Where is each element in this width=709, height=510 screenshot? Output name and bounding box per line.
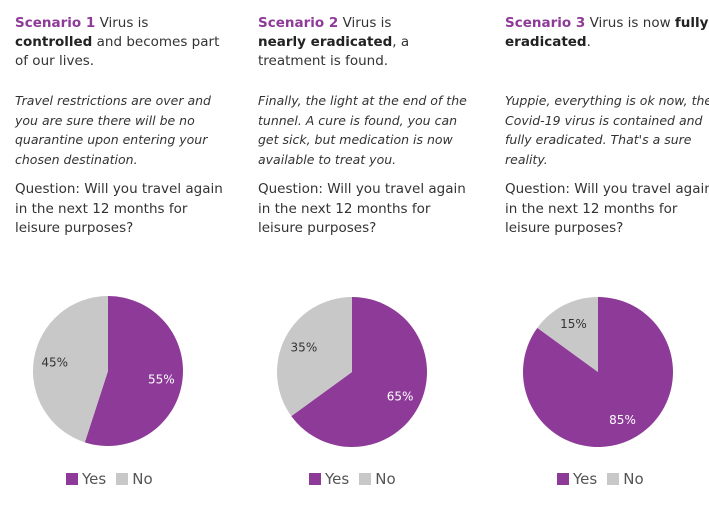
pie-slice-yes	[84, 296, 183, 446]
legend-item-yes: Yes	[66, 470, 106, 488]
scenario-2-heading-pre: Virus is	[342, 15, 392, 31]
legend-swatch-no	[359, 473, 372, 485]
legend-swatch-yes	[557, 473, 569, 485]
legend-swatch-no	[116, 473, 129, 485]
scenario-2-heading-bold: nearly eradicated	[258, 34, 393, 50]
scenario-2-column: Scenario 2 Virus is nearly eradicated, a…	[258, 14, 473, 236]
scenario-3-heading-post: .	[586, 34, 591, 50]
scenario-1-description: Travel restrictions are over and you are…	[15, 93, 211, 167]
pie-data-label-no: 15%	[560, 317, 587, 331]
scenario-2-heading-post: , a treatment is found.	[258, 34, 410, 69]
scenario-1-heading-post: and becomes part of our lives.	[15, 34, 220, 69]
legend-label-yes: Yes	[573, 470, 598, 488]
scenario-3-heading: Scenario 3 Virus is now fully eradicated…	[505, 14, 709, 52]
pie-slice-no	[537, 297, 598, 372]
legend-label-no: No	[623, 470, 644, 488]
pie-chart-scenario-3: 85% 15%	[523, 297, 673, 447]
scenario-1-column: Scenario 1 Virus is controlled and becom…	[15, 14, 230, 236]
legend-label-yes: Yes	[325, 470, 350, 488]
pie-data-label-yes: 55%	[148, 372, 175, 386]
legend-item-yes: Yes	[557, 470, 597, 488]
pie-data-label-no: 35%	[291, 340, 318, 354]
pie-data-label-no: 45%	[41, 356, 68, 370]
scenario-1-heading-bold: controlled	[15, 34, 93, 50]
scenario-2-label: Scenario 2	[258, 15, 339, 31]
scenario-3-heading-bold: fully eradicated	[505, 15, 709, 50]
legend-item-yes: Yes	[309, 470, 349, 488]
legend-scenario-3: Yes No	[557, 470, 654, 488]
pie-data-label-yes: 65%	[387, 390, 414, 404]
scenario-3-heading-pre: Virus is now	[589, 15, 671, 31]
legend-swatch-yes	[66, 473, 78, 485]
scenario-2-description: Finally, the light at the end of the tun…	[258, 93, 467, 167]
scenario-1-label: Scenario 1	[15, 15, 96, 31]
legend-item-no: No	[359, 470, 396, 488]
legend-swatch-no	[607, 473, 620, 485]
legend-label-no: No	[132, 470, 153, 488]
legend-item-no: No	[116, 470, 153, 488]
legend-scenario-1: Yes No	[66, 470, 163, 488]
legend-label-no: No	[375, 470, 396, 488]
scenario-3-question: Question: Will you travel again in the n…	[505, 181, 709, 236]
scenario-1-heading: Scenario 1 Virus is controlled and becom…	[15, 14, 230, 71]
scenario-2-heading: Scenario 2 Virus is nearly eradicated, a…	[258, 14, 473, 71]
pie-slice-no	[277, 297, 352, 417]
legend-label-yes: Yes	[82, 470, 107, 488]
scenario-1-heading-pre: Virus is	[99, 15, 149, 31]
pie-data-label-yes: 85%	[609, 413, 636, 427]
legend-scenario-2: Yes No	[309, 470, 406, 488]
scenario-1-question: Question: Will you travel again in the n…	[15, 181, 223, 236]
pie-chart-scenario-2: 65% 35%	[277, 297, 427, 447]
scenario-3-column: Scenario 3 Virus is now fully eradicated…	[505, 14, 709, 236]
pie-slice-yes	[291, 297, 427, 447]
scenario-3-description: Yuppie, everything is ok now, the Covid-…	[505, 93, 709, 167]
scenario-2-question: Question: Will you travel again in the n…	[258, 181, 466, 236]
legend-item-no: No	[607, 470, 644, 488]
pie-chart-scenario-1: 55% 45%	[32, 296, 183, 446]
pie-slice-no	[32, 296, 108, 443]
legend-swatch-yes	[309, 473, 321, 485]
scenario-3-label: Scenario 3	[505, 15, 586, 31]
